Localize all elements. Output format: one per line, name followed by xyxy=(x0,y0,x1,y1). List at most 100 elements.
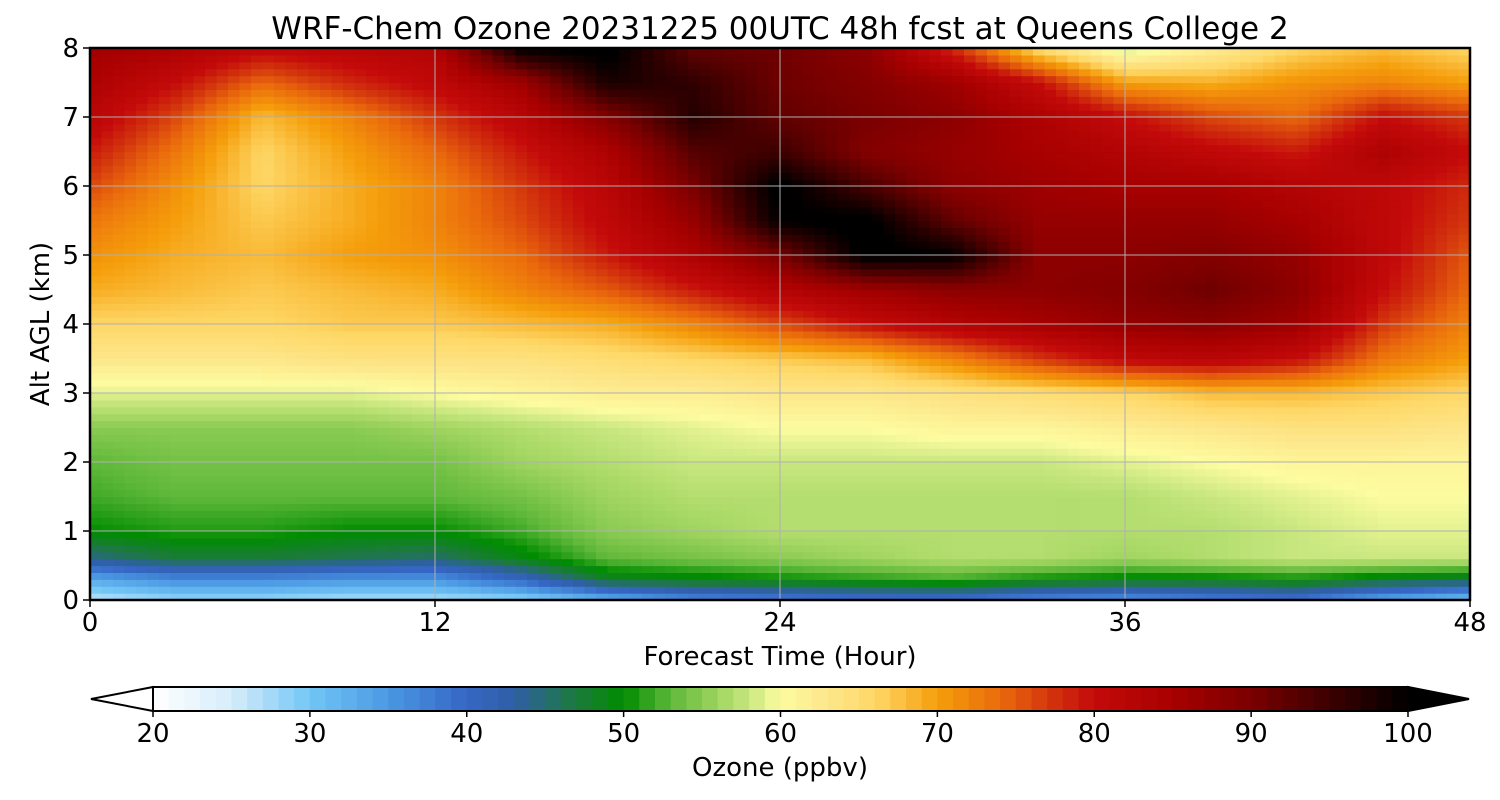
ozone-cell xyxy=(389,344,402,353)
ozone-cell xyxy=(343,268,356,277)
ozone-cell xyxy=(308,379,321,387)
ozone-cell xyxy=(239,503,252,511)
ozone-cell xyxy=(423,475,436,484)
ozone-cell xyxy=(389,275,402,284)
ozone-cell xyxy=(228,586,241,594)
ozone-cell xyxy=(331,165,344,173)
ozone-cell xyxy=(354,496,367,504)
ozone-cell xyxy=(251,144,264,153)
ozone-cell xyxy=(354,510,367,518)
ozone-cell xyxy=(458,337,471,346)
ozone-cell xyxy=(308,434,321,442)
ozone-cell xyxy=(412,462,425,470)
ozone-cell xyxy=(101,399,114,408)
ozone-cell xyxy=(124,503,137,511)
ozone-cell xyxy=(377,268,390,277)
ozone-cell xyxy=(412,199,425,208)
ozone-cell xyxy=(653,310,666,318)
ozone-cell xyxy=(262,192,275,201)
ozone-cell xyxy=(515,110,528,118)
ozone-cell xyxy=(262,75,275,84)
ozone-cell xyxy=(515,413,528,422)
ozone-cell xyxy=(584,172,597,180)
ozone-cell xyxy=(446,179,459,187)
ozone-cell xyxy=(331,54,344,63)
ozone-cell xyxy=(182,551,195,560)
ozone-cell xyxy=(412,406,425,415)
ozone-cell xyxy=(607,386,620,394)
ozone-cell xyxy=(607,420,620,429)
ozone-cell xyxy=(354,427,367,435)
ozone-cell xyxy=(768,151,781,159)
ozone-cell xyxy=(90,544,103,553)
ozone-cell xyxy=(492,75,505,84)
ozone-cell xyxy=(780,344,793,353)
ozone-cell xyxy=(596,82,609,90)
ozone-cell xyxy=(285,579,298,587)
ozone-cell xyxy=(239,330,252,339)
ozone-cell xyxy=(435,199,448,208)
ozone-cell xyxy=(285,158,298,166)
ozone-cell xyxy=(745,296,758,304)
ozone-cell xyxy=(504,531,517,539)
ozone-cell xyxy=(481,455,494,463)
ozone-cell xyxy=(573,103,586,111)
ozone-cell xyxy=(228,296,241,304)
ozone-cell xyxy=(320,427,333,435)
ozone-cell xyxy=(412,137,425,146)
ozone-cell xyxy=(113,82,126,90)
ozone-cell xyxy=(308,54,321,63)
ozone-cell xyxy=(642,441,655,449)
ozone-cell xyxy=(504,462,517,470)
ozone-cell xyxy=(803,372,816,380)
ozone-cell xyxy=(630,213,643,222)
ozone-cell xyxy=(423,379,436,387)
ozone-cell xyxy=(239,448,252,456)
ozone-cell xyxy=(757,489,770,498)
ozone-cell xyxy=(688,227,701,235)
ozone-cell xyxy=(113,344,126,353)
ozone-cell xyxy=(90,386,103,394)
ozone-cell xyxy=(216,537,229,546)
ozone-cell xyxy=(711,324,724,332)
ozone-cell xyxy=(469,365,482,373)
ozone-cell xyxy=(400,261,413,270)
ozone-cell xyxy=(435,558,448,567)
ozone-cell xyxy=(228,544,241,553)
ozone-cell xyxy=(262,61,275,70)
ozone-cell xyxy=(561,455,574,463)
ozone-cell xyxy=(699,558,712,567)
ozone-cell xyxy=(320,413,333,422)
ozone-cell xyxy=(400,413,413,422)
ozone-cell xyxy=(90,130,103,139)
ozone-cell xyxy=(561,420,574,429)
ozone-cell xyxy=(297,130,310,139)
ozone-cell xyxy=(366,489,379,498)
ozone-cell xyxy=(366,358,379,366)
ozone-cell xyxy=(504,344,517,353)
ozone-cell xyxy=(734,344,747,353)
ozone-cell xyxy=(504,593,517,600)
ozone-cell xyxy=(343,89,356,97)
ozone-cell xyxy=(136,282,149,291)
ozone-cell xyxy=(584,579,597,587)
ozone-cell xyxy=(676,89,689,97)
ozone-cell xyxy=(262,268,275,277)
ozone-cell xyxy=(734,199,747,208)
ozone-cell xyxy=(262,572,275,580)
ozone-cell xyxy=(688,475,701,484)
ozone-cell xyxy=(377,434,390,442)
ozone-cell xyxy=(90,455,103,463)
ozone-cell xyxy=(136,165,149,173)
ozone-cell xyxy=(400,358,413,366)
ozone-cell xyxy=(136,123,149,132)
ozone-cell xyxy=(228,89,241,97)
ozone-cell xyxy=(653,406,666,415)
ozone-cell xyxy=(400,448,413,456)
ozone-cell xyxy=(377,165,390,173)
ozone-cell xyxy=(550,510,563,518)
ozone-cell xyxy=(423,420,436,429)
ozone-cell xyxy=(446,130,459,139)
ozone-cell xyxy=(584,241,597,249)
ozone-cell xyxy=(159,593,172,600)
